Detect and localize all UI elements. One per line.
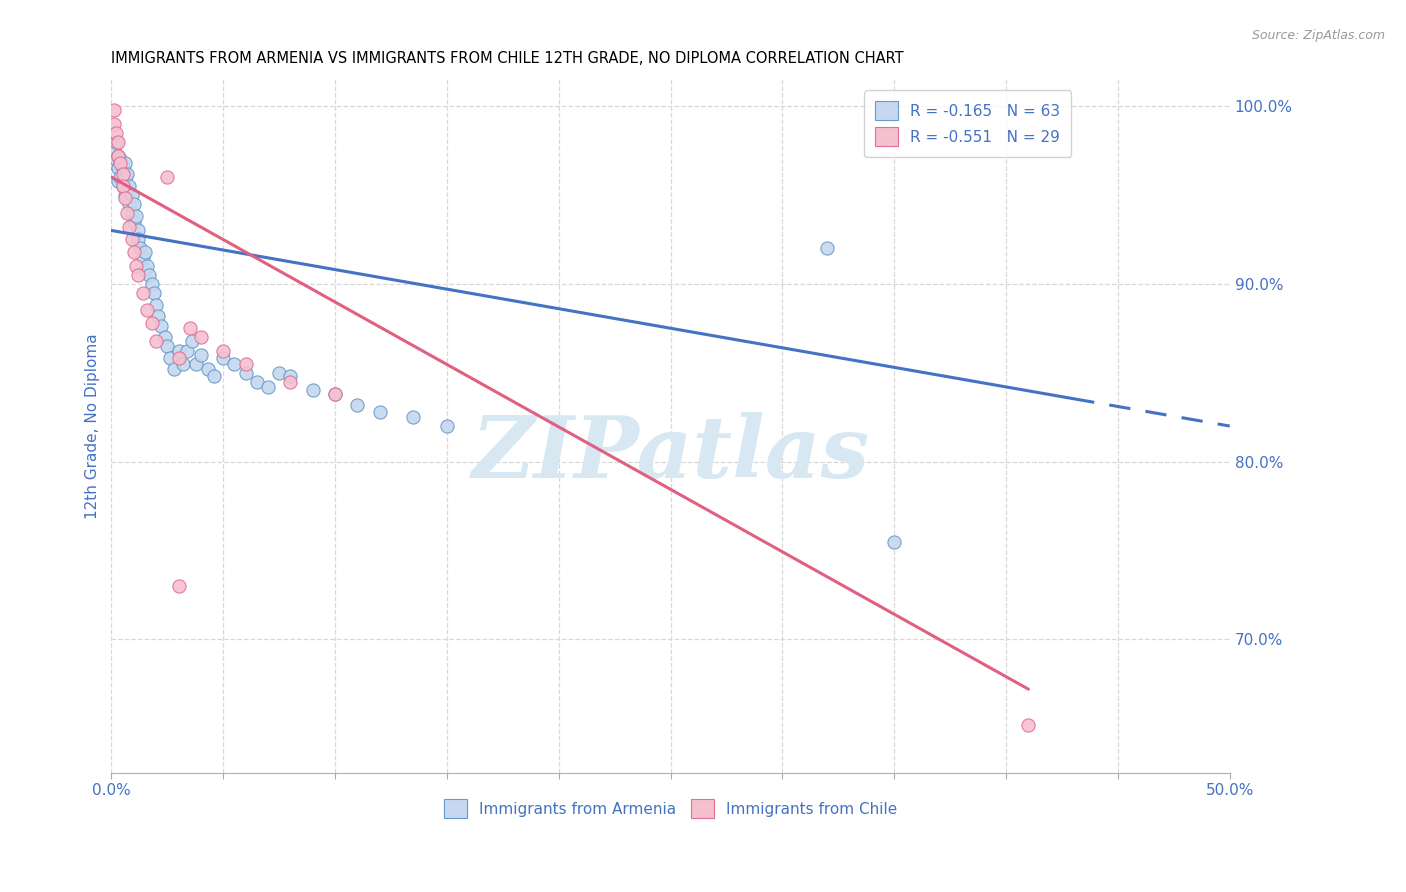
Point	[132, 250, 155, 264]
Point	[122, 244, 145, 259]
Point	[153, 330, 176, 344]
Point	[145, 298, 167, 312]
Point	[1017, 717, 1039, 731]
Point	[103, 117, 125, 131]
Text: Source: ZipAtlas.com: Source: ZipAtlas.com	[1251, 29, 1385, 42]
Point	[115, 183, 138, 197]
Point	[111, 179, 134, 194]
Point	[129, 241, 152, 255]
Point	[301, 384, 323, 398]
Point	[136, 259, 159, 273]
Point	[190, 330, 212, 344]
Point	[122, 214, 145, 228]
Text: IMMIGRANTS FROM ARMENIA VS IMMIGRANTS FROM CHILE 12TH GRADE, NO DIPLOMA CORRELAT: IMMIGRANTS FROM ARMENIA VS IMMIGRANTS FR…	[111, 51, 904, 66]
Point	[107, 135, 129, 149]
Point	[114, 156, 136, 170]
Point	[114, 170, 136, 185]
Point	[107, 149, 129, 163]
Point	[346, 398, 368, 412]
Point	[110, 156, 132, 170]
Point	[149, 319, 172, 334]
Point	[127, 268, 149, 282]
Text: ZIPatlas: ZIPatlas	[471, 412, 870, 496]
Point	[114, 191, 136, 205]
Point	[138, 268, 160, 282]
Point	[323, 387, 346, 401]
Point	[118, 196, 141, 211]
Point	[190, 348, 212, 362]
Point	[815, 241, 838, 255]
Point	[127, 223, 149, 237]
Point	[246, 375, 269, 389]
Point	[167, 579, 190, 593]
Point	[197, 362, 219, 376]
Point	[121, 188, 143, 202]
Point	[118, 179, 141, 194]
Point	[181, 334, 204, 348]
Point	[141, 277, 163, 291]
Point	[235, 357, 257, 371]
Point	[202, 369, 225, 384]
Point	[104, 153, 127, 167]
Point	[172, 357, 194, 371]
Point	[134, 262, 156, 277]
Point	[111, 179, 134, 194]
Point	[121, 205, 143, 219]
Point	[280, 375, 302, 389]
Point	[212, 351, 235, 366]
Point	[107, 149, 129, 163]
Point	[156, 170, 179, 185]
Point	[145, 334, 167, 348]
Point	[107, 174, 129, 188]
Point	[127, 232, 149, 246]
Point	[110, 170, 132, 185]
Point	[121, 232, 143, 246]
Point	[186, 357, 208, 371]
Point	[159, 351, 181, 366]
Point	[212, 344, 235, 359]
Point	[103, 156, 125, 170]
Point	[148, 309, 170, 323]
Point	[125, 209, 148, 223]
Point	[235, 366, 257, 380]
Point	[163, 362, 186, 376]
Point	[110, 153, 132, 167]
Point	[118, 219, 141, 234]
Point	[323, 387, 346, 401]
Point	[125, 259, 148, 273]
Point	[257, 380, 280, 394]
Point	[368, 405, 391, 419]
Point	[224, 357, 246, 371]
Point	[167, 351, 190, 366]
Point	[115, 205, 138, 219]
Legend: Immigrants from Armenia, Immigrants from Chile: Immigrants from Armenia, Immigrants from…	[437, 793, 904, 824]
Point	[280, 369, 302, 384]
Point	[107, 161, 129, 176]
Point	[141, 316, 163, 330]
Point	[115, 167, 138, 181]
Point	[132, 285, 155, 300]
Point	[111, 167, 134, 181]
Point	[136, 303, 159, 318]
Point	[883, 534, 905, 549]
Point	[134, 244, 156, 259]
Point	[269, 366, 291, 380]
Point	[402, 410, 425, 425]
Point	[103, 103, 125, 117]
Point	[436, 419, 458, 434]
Point	[179, 321, 201, 335]
Point	[114, 188, 136, 202]
Point	[167, 344, 190, 359]
Point	[104, 135, 127, 149]
Point	[156, 339, 179, 353]
Point	[104, 126, 127, 140]
Point	[142, 285, 165, 300]
Point	[111, 161, 134, 176]
Point	[122, 196, 145, 211]
Y-axis label: 12th Grade, No Diploma: 12th Grade, No Diploma	[86, 334, 100, 519]
Point	[176, 344, 198, 359]
Point	[103, 144, 125, 158]
